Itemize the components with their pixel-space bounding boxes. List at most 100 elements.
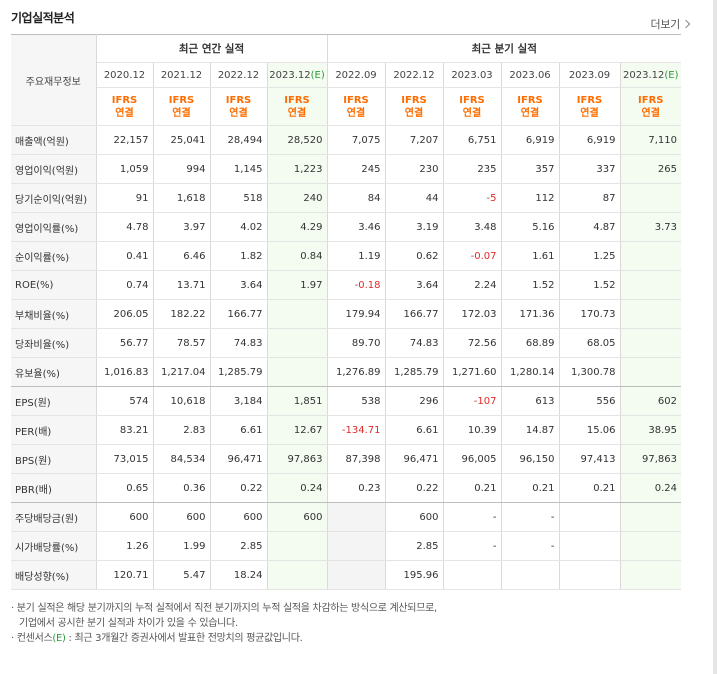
value-cell: - xyxy=(501,502,560,532)
value-cell xyxy=(267,299,327,329)
period-label: 2020.12 xyxy=(103,69,146,81)
value-cell: 3.46 xyxy=(326,212,386,242)
table-row: ROE(%) 0.74 13.71 3.64 1.97 -0.18 3.64 2.24 1.52… xyxy=(11,270,681,300)
value-cell: 25,041 xyxy=(153,125,211,155)
row-label: 당기순이익(억원) xyxy=(11,183,97,213)
scrollbar[interactable] xyxy=(713,0,717,674)
value-cell xyxy=(267,357,327,387)
value-cell: 97,413 xyxy=(559,444,621,474)
table-row: BPS(원) 73,015 84,534 96,471 97,863 87,398 96,4… xyxy=(11,444,681,474)
period-header: 2023.09 xyxy=(559,62,621,88)
note-1-text: 분기 실적은 해당 분기까지의 누적 실적에서 직전 분기까지의 누적 실적을 … xyxy=(16,603,437,614)
chevron-right-icon xyxy=(681,19,691,29)
value-cell: 73,015 xyxy=(95,444,154,474)
period-header: 2023.03 xyxy=(443,62,502,88)
value-cell: 5.47 xyxy=(153,560,211,590)
value-cell: 166.77 xyxy=(210,299,268,329)
value-cell: 0.65 xyxy=(95,473,154,503)
ifrs-consolidated: 연결 xyxy=(520,107,540,119)
ifrs-consolidated: 연결 xyxy=(346,107,366,119)
value-cell: 240 xyxy=(267,183,327,213)
period-label: 2022.09 xyxy=(335,69,377,81)
value-cell: 6.46 xyxy=(153,241,211,271)
value-cell: 6,751 xyxy=(443,125,502,155)
section-title: 기업실적분석 xyxy=(11,11,75,25)
ifrs-standard: IFRS xyxy=(459,94,485,106)
period-header: 2023.06 xyxy=(501,62,560,88)
value-cell xyxy=(559,531,621,561)
ifrs-standard: IFRS xyxy=(168,94,195,106)
value-cell: 613 xyxy=(501,386,560,416)
value-cell: 14.87 xyxy=(501,415,560,445)
value-cell: 83.21 xyxy=(95,415,154,445)
value-cell: 120.71 xyxy=(95,560,154,590)
value-cell: 112 xyxy=(501,183,560,213)
table-row: 순이익률(%) 0.41 6.46 1.82 0.84 1.19 0.62 -0.07 1.61… xyxy=(11,241,681,271)
ifrs-standard: IFRS xyxy=(225,94,252,106)
value-cell: 171.36 xyxy=(501,299,560,329)
value-cell: 0.62 xyxy=(385,241,444,271)
value-cell xyxy=(620,502,681,532)
value-cell: 2.24 xyxy=(443,270,502,300)
period-header: 2022.12 xyxy=(385,62,444,88)
row-label: 매출액(억원) xyxy=(11,125,97,155)
value-cell: 4.87 xyxy=(559,212,621,242)
ifrs-standard: IFRS xyxy=(517,94,543,106)
value-cell: 296 xyxy=(385,386,444,416)
value-cell: 78.57 xyxy=(153,328,211,358)
note-2: · 컨센서스(E) : 최근 3개월간 증권사에서 발표한 전망치의 평균값입니… xyxy=(11,633,303,644)
period-label: 2023.06 xyxy=(509,69,551,81)
value-cell xyxy=(326,531,386,561)
value-cell: 7,110 xyxy=(620,125,681,155)
value-cell: 230 xyxy=(385,154,444,184)
row-label: 영업이익률(%) xyxy=(11,212,97,242)
value-cell: 74.83 xyxy=(210,328,268,358)
value-cell: 166.77 xyxy=(385,299,444,329)
value-cell: 1,285.79 xyxy=(210,357,268,387)
period-label: 2022.12 xyxy=(393,69,435,81)
row-label: 주당배당금(원) xyxy=(11,502,97,532)
value-cell: 195.96 xyxy=(385,560,444,590)
value-cell: 0.22 xyxy=(210,473,268,503)
value-cell: 10,618 xyxy=(153,386,211,416)
ifrs-standard: IFRS xyxy=(576,94,603,106)
value-cell: 1,276.89 xyxy=(326,357,386,387)
value-cell: - xyxy=(501,531,560,561)
ifrs-standard: IFRS xyxy=(638,94,664,106)
value-cell: 170.73 xyxy=(559,299,621,329)
value-cell xyxy=(620,241,681,271)
value-cell xyxy=(326,560,386,590)
value-cell: 1,285.79 xyxy=(385,357,444,387)
row-label: 부채비율(%) xyxy=(11,299,97,329)
ifrs-consolidated: 연결 xyxy=(462,107,482,119)
ifrs-label: IFRS 연결 xyxy=(210,87,268,126)
ifrs-consolidated: 연결 xyxy=(172,107,191,119)
value-cell: 7,075 xyxy=(326,125,386,155)
table-row: 배당성향(%) 120.71 5.47 18.24 195.96 xyxy=(11,560,681,590)
value-cell xyxy=(620,328,681,358)
value-cell: 1,223 xyxy=(267,154,327,184)
value-cell: 1.19 xyxy=(326,241,386,271)
row-label: PBR(배) xyxy=(11,473,97,503)
more-link[interactable]: 더보기 xyxy=(650,16,691,32)
value-cell: 1.97 xyxy=(267,270,327,300)
more-label: 더보기 xyxy=(650,18,681,31)
value-cell: -107 xyxy=(443,386,502,416)
table-row: 영업이익률(%) 4.78 3.97 4.02 4.29 3.46 3.19 3.48 5.16… xyxy=(11,212,681,242)
value-cell: 3,184 xyxy=(210,386,268,416)
value-cell xyxy=(559,502,621,532)
value-cell: 337 xyxy=(559,154,621,184)
ifrs-standard: IFRS xyxy=(111,94,138,106)
value-cell xyxy=(620,531,681,561)
quarter-group-header: 최근 분기 실적 xyxy=(326,34,681,63)
value-cell: 97,863 xyxy=(620,444,681,474)
ifrs-label: IFRS 연결 xyxy=(443,87,502,126)
value-cell xyxy=(559,560,621,590)
value-cell xyxy=(620,357,681,387)
value-cell: 0.24 xyxy=(267,473,327,503)
value-cell: 245 xyxy=(326,154,386,184)
ifrs-standard: IFRS xyxy=(401,94,427,106)
value-cell: - xyxy=(443,502,502,532)
value-cell: 556 xyxy=(559,386,621,416)
value-cell: 1,016.83 xyxy=(95,357,154,387)
